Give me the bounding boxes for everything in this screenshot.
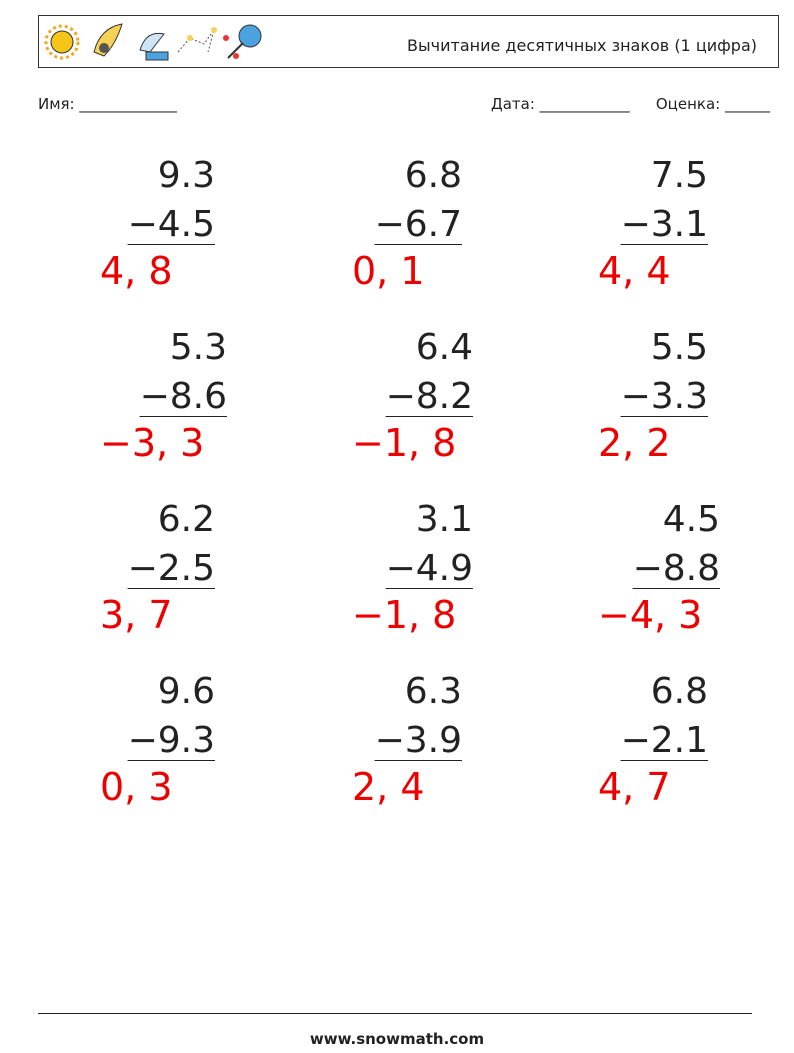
minuend: 9.6 [158, 671, 215, 712]
header-title: Вычитание десятичных знаков (1 цифра) [407, 36, 757, 55]
answer: −1, 8 [352, 593, 456, 637]
minuend: 6.4 [416, 327, 473, 368]
minuend: 6.3 [405, 671, 462, 712]
subtrahend: −2.1 [621, 720, 708, 761]
score-field: Оценка: ______ [656, 95, 771, 114]
header-icons [44, 23, 262, 61]
subtrahend: −2.5 [128, 548, 215, 589]
minuend: 9.3 [158, 155, 215, 196]
subtrahend: −4.5 [128, 204, 215, 245]
minuend: 5.3 [170, 327, 227, 368]
answer: 4, 8 [100, 249, 173, 293]
subtrahend: −8.2 [386, 376, 473, 417]
answer: −1, 8 [352, 421, 456, 465]
subtrahend: −9.3 [128, 720, 215, 761]
header-box [38, 15, 779, 68]
problems: 9.3 −4.54, 8 6.8 −6.70, 1 7.5 −3.14, 4 5.3 −8.6… [100, 155, 720, 809]
subtrahend: −3.1 [621, 204, 708, 245]
answer: −4, 3 [598, 593, 702, 637]
answer: 3, 7 [100, 593, 173, 637]
answer: 0, 3 [100, 765, 173, 809]
minuend: 3.1 [416, 499, 473, 540]
subtrahend: −6.7 [375, 204, 462, 245]
subtrahend: −3.9 [375, 720, 462, 761]
footer-site: www.snowmath.com [310, 1030, 484, 1048]
minuend: 4.5 [663, 499, 720, 540]
answer: 0, 1 [352, 249, 425, 293]
minuend: 7.5 [651, 155, 708, 196]
answer: 2, 2 [598, 421, 671, 465]
subtrahend: −8.6 [140, 376, 227, 417]
subtrahend: −3.3 [621, 376, 708, 417]
minuend: 6.8 [651, 671, 708, 712]
date-field: Дата: ____________ [491, 95, 630, 114]
answer: 4, 7 [598, 765, 671, 809]
minuend: 6.2 [158, 499, 215, 540]
name-field: Имя: _____________ [38, 95, 177, 114]
answer: −3, 3 [100, 421, 204, 465]
subtrahend: −4.9 [386, 548, 473, 589]
subtrahend: −8.8 [633, 548, 720, 589]
answer: 4, 4 [598, 249, 671, 293]
minuend: 5.5 [651, 327, 708, 368]
answer: 2, 4 [352, 765, 425, 809]
minuend: 6.8 [405, 155, 462, 196]
